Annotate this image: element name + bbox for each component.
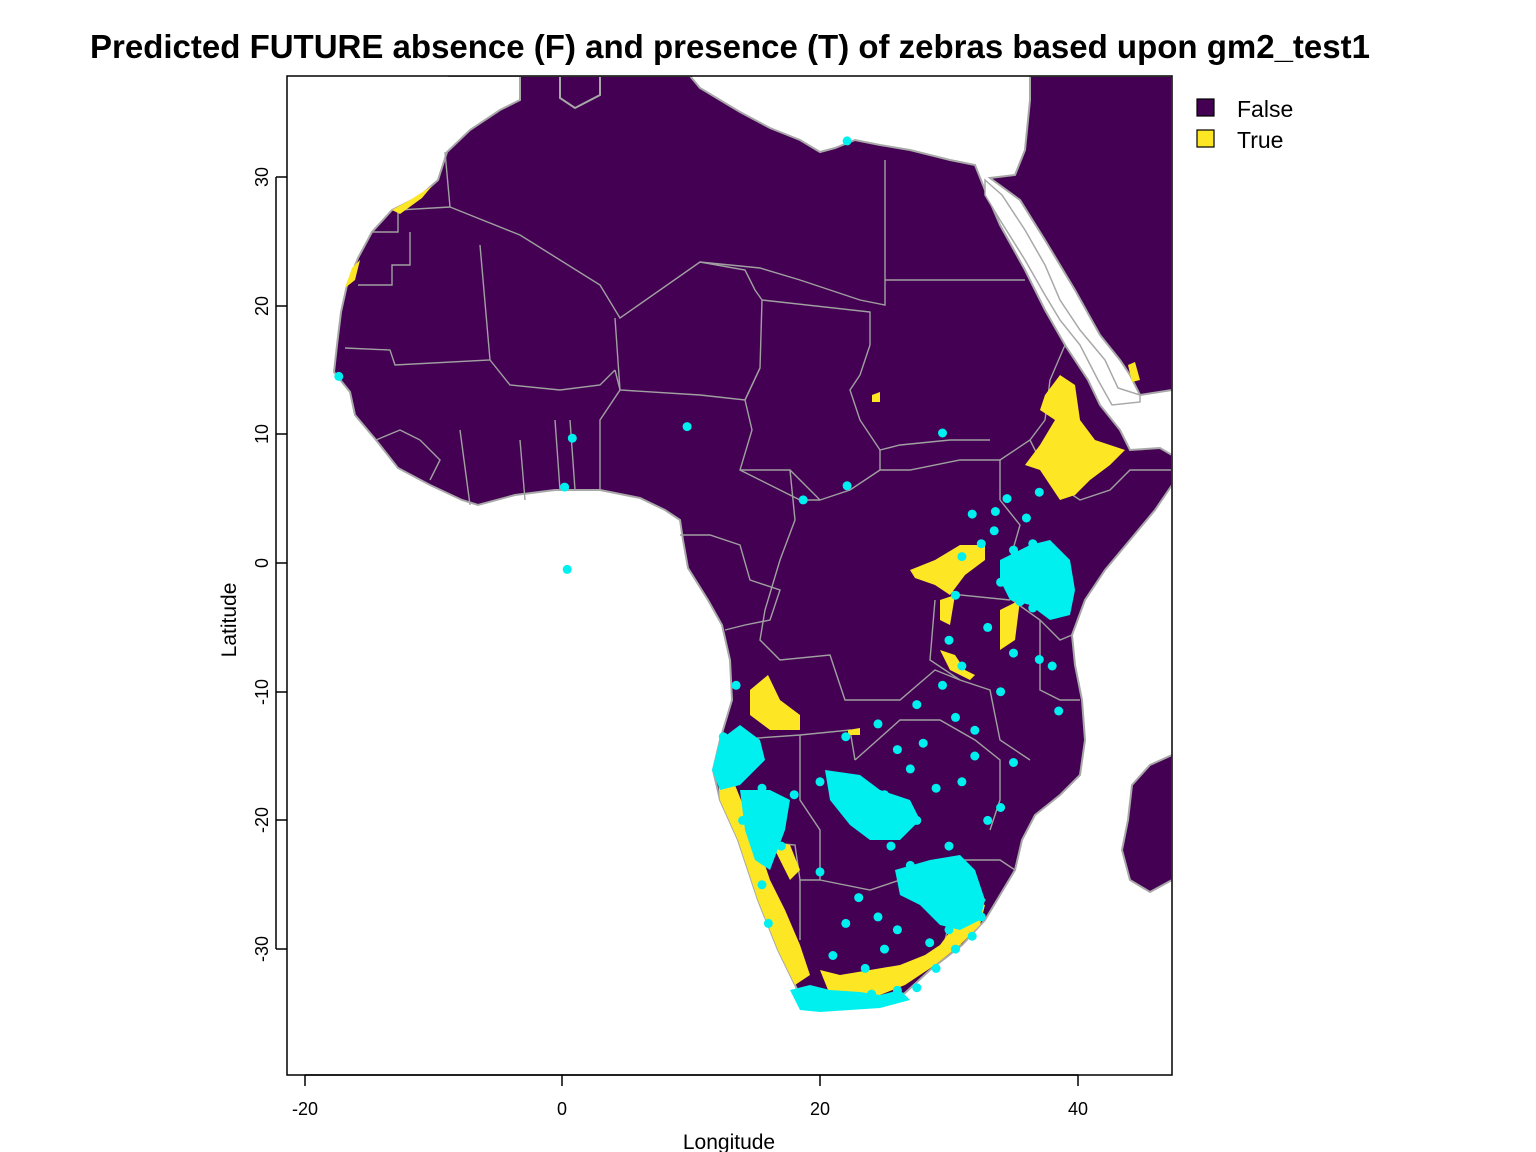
y-tick-label: 10 [252, 424, 272, 444]
y-axis-label: Latitude [218, 583, 241, 658]
x-tick-label: 20 [810, 1099, 830, 1119]
occurrence-point [841, 918, 851, 928]
occurrence-point [815, 867, 825, 877]
occurrence-point [989, 526, 999, 536]
occurrence-point [892, 745, 902, 755]
occurrence-point [970, 725, 980, 735]
occurrence-point [951, 712, 960, 722]
occurrence-point [938, 428, 947, 438]
occurrence-point [951, 944, 960, 954]
x-tick-label: 0 [557, 1099, 567, 1119]
occurrence-point [912, 700, 922, 710]
occurrence-point [1002, 494, 1012, 504]
x-tick-label: -20 [292, 1099, 318, 1119]
occurrence-point [892, 925, 902, 935]
occurrence-point [334, 371, 344, 381]
occurrence-point [789, 790, 799, 800]
occurrence-point [957, 552, 967, 562]
red-sea [984, 178, 1141, 406]
occurrence-point [567, 433, 577, 443]
madagascar [1120, 753, 1172, 894]
occurrence-point [798, 495, 808, 505]
occurrence-point [860, 963, 870, 973]
occurrence-point [1034, 655, 1044, 664]
occurrence-point [912, 983, 922, 993]
occurrence-point [983, 815, 993, 825]
legend-swatch-false [1196, 98, 1215, 117]
europe-landmass [559, 76, 601, 110]
y-tick-label: 30 [252, 167, 272, 187]
occurrence-point [873, 912, 883, 922]
occurrence-point [731, 680, 741, 690]
occurrence-point [970, 751, 980, 761]
occurrence-point [990, 507, 1000, 516]
occurrence-point [757, 880, 767, 890]
y-tick-label: -20 [252, 807, 272, 833]
occurrence-point [828, 951, 838, 960]
occurrence-point [841, 732, 851, 742]
occurrence-point [957, 661, 967, 671]
legend-swatch-true [1196, 129, 1215, 148]
legend: False True [1196, 96, 1293, 153]
y-tick-label: -10 [252, 679, 272, 705]
occurrence-point [815, 777, 825, 787]
occurrence-point [967, 509, 977, 519]
occurrence-point [842, 481, 852, 491]
chart-title: Predicted FUTURE absence (F) and presenc… [90, 28, 1370, 65]
occurrence-point [682, 422, 692, 432]
occurrence-point [931, 783, 941, 793]
occurrence-point [873, 719, 883, 729]
map-plot-area [287, 76, 1172, 1075]
occurrence-point [560, 482, 570, 492]
occurrence-point [763, 918, 773, 928]
occurrence-point [996, 803, 1006, 812]
occurrence-point [918, 738, 928, 748]
occurrence-point [996, 687, 1006, 697]
occurrence-point [1021, 513, 1031, 523]
occurrence-point [967, 931, 977, 941]
occurrence-point [957, 777, 967, 787]
occurrence-point [1054, 706, 1064, 716]
occurrence-point [562, 564, 572, 574]
occurrence-clusters [712, 540, 1075, 1012]
x-tick-label: 40 [1068, 1099, 1088, 1119]
occurrence-point [1009, 758, 1018, 767]
occurrence-point [944, 841, 954, 851]
x-axis-label: Longitude [683, 1131, 775, 1152]
occurrence-point [938, 680, 947, 690]
occurrence-point [925, 938, 935, 948]
occurrence-point [944, 635, 954, 645]
y-axis: 30 20 10 0 -10 -20 -30 Latitude [218, 167, 287, 962]
occurrence-point [905, 764, 915, 774]
occurrence-point [886, 841, 896, 851]
occurrence-point [1009, 648, 1018, 658]
x-axis: -20 0 20 40 Longitude [292, 1074, 1088, 1152]
occurrence-point [1034, 487, 1044, 497]
occurrence-point [842, 136, 852, 146]
legend-label-false: False [1237, 96, 1293, 122]
occurrence-point [931, 963, 941, 973]
y-tick-label: 20 [252, 296, 272, 316]
y-tick-label: 0 [252, 558, 272, 568]
occurrence-point [951, 590, 960, 600]
occurrence-point [1047, 661, 1057, 671]
occurrence-point [854, 893, 864, 903]
legend-label-true: True [1237, 127, 1283, 153]
occurrence-point [880, 944, 889, 954]
occurrence-point [983, 622, 993, 632]
occurrence-point [976, 539, 986, 549]
y-tick-label: -30 [252, 936, 272, 962]
